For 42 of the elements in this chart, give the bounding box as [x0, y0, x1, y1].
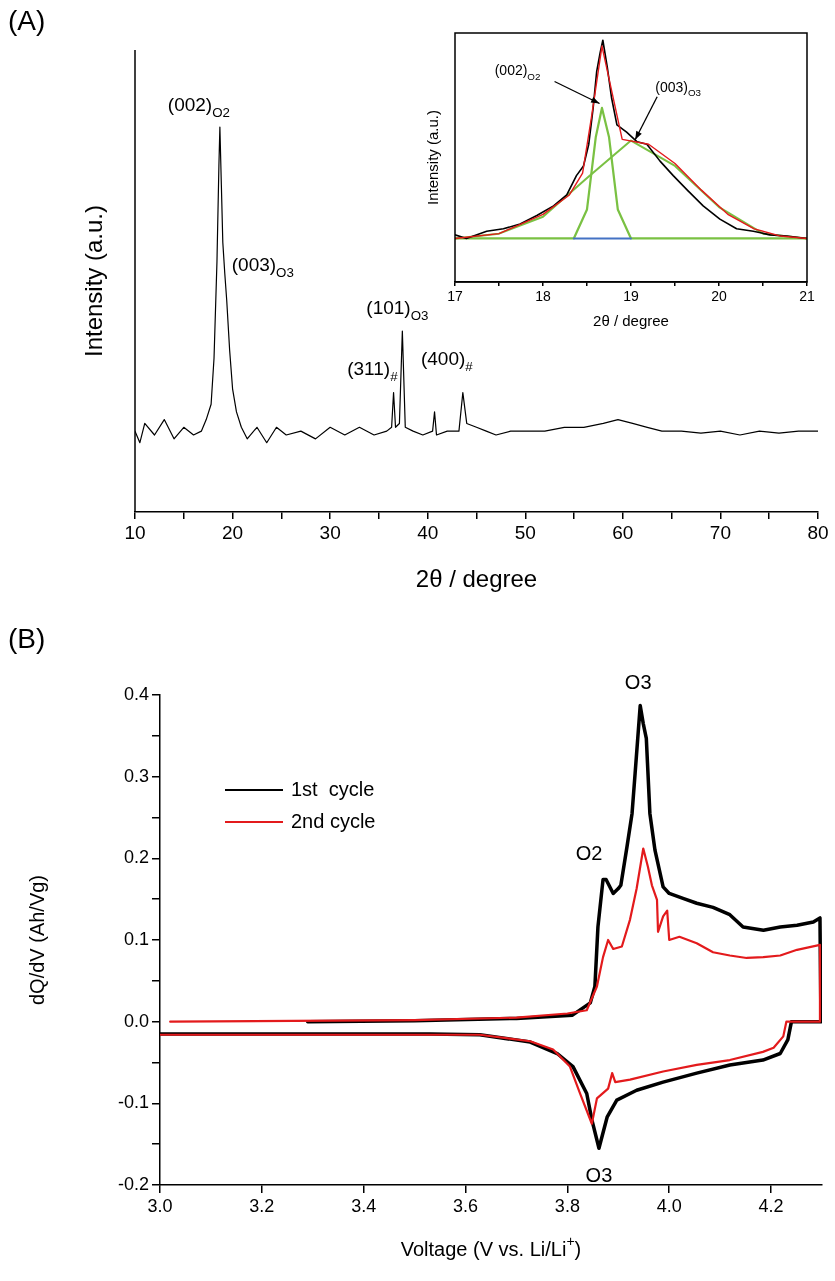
x-tick-label: 50: [514, 521, 536, 543]
x-tick-label: 20: [222, 521, 244, 543]
y-tick-label: 0.4: [123, 683, 149, 704]
y-tick-label: -0.1: [117, 1092, 149, 1113]
y-tick-label: 0.0: [123, 1010, 149, 1031]
x-tick-label: 3.2: [249, 1195, 275, 1216]
y-tick-label: -0.2: [117, 1173, 149, 1194]
y-tick-label: 0.3: [123, 765, 149, 786]
x-tick-label: 21: [799, 288, 815, 305]
x-tick-label: 17: [447, 288, 463, 305]
annotation: O3: [624, 671, 652, 694]
x-axis-title: 2θ / degree: [415, 564, 538, 592]
x-tick-label: 3.8: [554, 1195, 580, 1216]
y-axis-title: Intensity (a.u.): [79, 204, 107, 358]
x-tick-label: 3.6: [453, 1195, 479, 1216]
chart-title: (B): [8, 622, 46, 654]
x-axis-title: Voltage (V vs. Li/Li+): [400, 1233, 582, 1260]
legend-label: 1st cycle: [291, 777, 375, 800]
annotation: (400)#: [420, 347, 474, 374]
y-axis-title: dQ/dV (Ah/Vg): [25, 874, 48, 1006]
y-tick-label: 0.1: [123, 928, 149, 949]
legend-label: 2nd cycle: [291, 809, 376, 832]
x-tick-label: 4.0: [656, 1195, 682, 1216]
x-tick-label: 3.0: [147, 1195, 173, 1216]
chart-title: (A): [8, 4, 46, 36]
x-tick-label: 4.2: [758, 1195, 784, 1216]
x-tick-label: 20: [711, 288, 727, 305]
annotation: O2: [575, 842, 603, 865]
x-tick-label: 60: [612, 521, 634, 543]
annotation: (311)#: [347, 357, 399, 384]
x-tick-label: 19: [623, 288, 639, 305]
x-tick-label: 10: [124, 521, 146, 543]
x-tick-label: 40: [417, 521, 439, 543]
y-axis-title: Intensity (a.u.): [424, 109, 442, 206]
x-tick-label: 80: [807, 521, 829, 543]
x-tick-label: 3.4: [351, 1195, 377, 1216]
x-tick-label: 30: [319, 521, 341, 543]
x-tick-label: 70: [709, 521, 731, 543]
y-tick-label: 0.2: [123, 847, 149, 868]
annotation: O3: [585, 1163, 613, 1186]
x-tick-label: 18: [535, 288, 551, 305]
x-axis-title: 2θ / degree: [593, 312, 669, 330]
